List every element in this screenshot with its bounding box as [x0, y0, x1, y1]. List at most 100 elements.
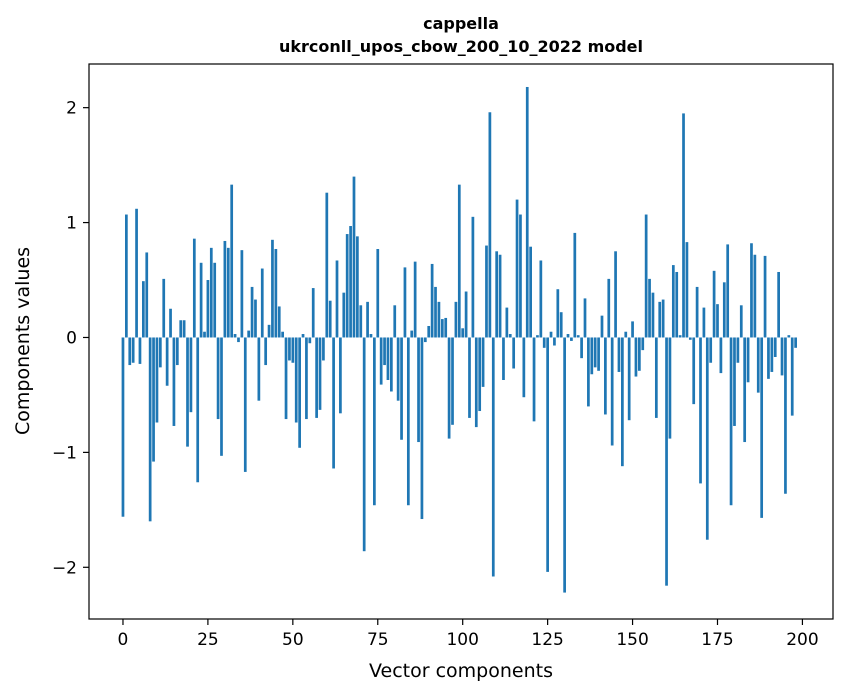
x-tick-label: 75 [367, 630, 389, 650]
bar-105 [478, 337, 482, 412]
bar-64 [339, 337, 342, 414]
bar-15 [172, 337, 176, 426]
bar-170 [699, 337, 702, 484]
bar-155 [648, 278, 651, 338]
bar-72 [366, 301, 369, 338]
bar-147 [621, 337, 624, 467]
bar-68 [352, 176, 356, 338]
y-tick-label: −2 [52, 558, 77, 578]
bar-81 [396, 337, 400, 401]
bar-50 [291, 337, 295, 363]
bar-74 [373, 337, 376, 506]
bar-63 [335, 260, 339, 338]
bar-110 [495, 251, 499, 338]
bar-169 [695, 286, 699, 338]
y-tick-label: 2 [66, 99, 77, 119]
bar-122 [536, 335, 539, 338]
bar-149 [627, 337, 631, 421]
bar-54 [305, 337, 308, 420]
bar-76 [379, 337, 383, 385]
bar-46 [277, 306, 281, 338]
bar-22 [196, 337, 200, 483]
bar-113 [505, 307, 509, 338]
plot-frame [88, 63, 834, 620]
bar-154 [644, 214, 648, 338]
x-tick-label: 175 [701, 630, 733, 650]
bar-66 [345, 234, 349, 338]
bar-35 [240, 250, 244, 338]
bar-137 [587, 337, 590, 407]
bars-group [121, 86, 797, 593]
chart-title-line2: ukrconll_upos_cbow_200_10_2022 model [279, 37, 643, 56]
bar-184 [746, 337, 750, 383]
bar-111 [498, 254, 502, 338]
bar-159 [661, 299, 665, 338]
bar-85 [410, 330, 414, 338]
bar-55 [308, 337, 312, 344]
bar-109 [491, 337, 495, 577]
bar-84 [406, 337, 410, 506]
bar-167 [688, 337, 692, 340]
bar-6 [142, 281, 145, 338]
bar-96 [447, 337, 451, 439]
bar-8 [148, 337, 152, 522]
bar-175 [716, 304, 719, 338]
bar-11 [158, 337, 162, 368]
bar-165 [682, 113, 685, 338]
bar-148 [624, 331, 628, 338]
bar-73 [369, 334, 373, 338]
bar-197 [790, 337, 794, 416]
bar-30 [223, 240, 227, 338]
bar-9 [152, 337, 155, 462]
bar-163 [675, 271, 679, 338]
bar-136 [583, 298, 587, 338]
bar-151 [634, 337, 638, 377]
bar-181 [736, 337, 740, 363]
bar-19 [186, 337, 189, 447]
bar-194 [780, 337, 784, 376]
bar-161 [668, 337, 672, 439]
bar-77 [383, 337, 386, 366]
x-axis-ticks: 0 25 50 75 100 125 150 175 200 [118, 619, 819, 650]
bar-43 [267, 324, 271, 338]
bar-168 [692, 337, 696, 405]
bar-157 [654, 337, 658, 418]
bar-144 [610, 337, 614, 446]
bar-31 [226, 247, 230, 338]
bar-128 [556, 289, 560, 338]
bar-172 [705, 337, 709, 540]
bar-191 [770, 337, 774, 372]
bar-18 [182, 320, 186, 338]
bar-75 [376, 249, 380, 338]
bar-87 [417, 337, 420, 443]
bar-143 [607, 278, 611, 338]
bar-40 [257, 337, 261, 401]
bar-37 [247, 330, 251, 338]
bar-134 [576, 335, 580, 338]
bar-108 [488, 112, 492, 338]
bar-42 [264, 337, 268, 366]
bar-99 [457, 184, 461, 338]
bar-132 [570, 337, 573, 341]
bar-49 [288, 337, 291, 361]
bar-79 [390, 337, 393, 392]
bar-112 [502, 337, 505, 380]
bar-58 [318, 337, 322, 410]
bar-173 [709, 337, 713, 363]
x-tick-label: 50 [282, 630, 304, 650]
bar-26 [209, 247, 213, 338]
bar-80 [393, 305, 397, 338]
bar-0 [121, 337, 125, 517]
x-tick-label: 0 [118, 630, 129, 650]
bar-130 [563, 337, 566, 593]
bar-125 [546, 337, 549, 572]
bar-25 [206, 280, 210, 338]
bar-187 [756, 337, 760, 393]
bar-60 [325, 192, 329, 338]
bar-83 [403, 267, 407, 338]
bar-189 [763, 255, 767, 338]
bar-94 [440, 319, 444, 338]
bar-126 [549, 331, 553, 338]
bar-193 [777, 271, 780, 338]
bar-133 [573, 232, 577, 338]
